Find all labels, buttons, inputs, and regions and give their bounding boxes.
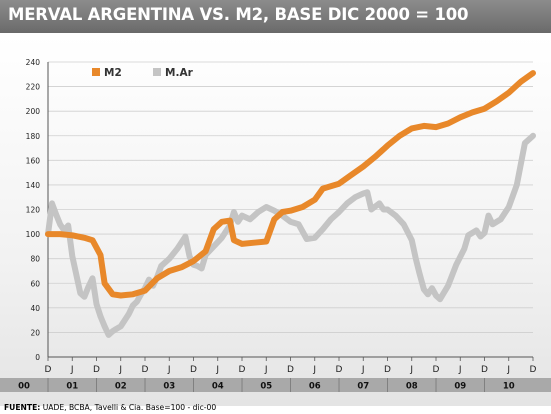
x-tick-label: J — [264, 365, 268, 375]
y-tick-label: 220 — [26, 83, 41, 92]
x-axis: DJDJDJDJDJDJDJDJDJDJDJ000102030405060708… — [0, 357, 551, 392]
series-line-m-ar — [45, 132, 536, 338]
year-label: 09 — [454, 382, 466, 392]
y-tick-label: 40 — [30, 304, 40, 313]
y-tick-label: 60 — [30, 279, 40, 288]
year-label: 08 — [406, 382, 418, 392]
series-layer — [45, 70, 536, 338]
y-tick-label: 120 — [26, 206, 41, 215]
y-tick-label: 160 — [26, 156, 41, 165]
year-label: 10 — [503, 382, 515, 392]
y-tick-label: 140 — [26, 181, 41, 190]
year-label: 07 — [357, 382, 369, 392]
legend-label-m2: M2 — [104, 67, 122, 79]
year-label: 05 — [260, 382, 272, 392]
x-tick-label: D — [142, 365, 149, 375]
x-tick-label: J — [458, 365, 462, 375]
x-tick-label: J — [506, 365, 510, 375]
x-tick-label: J — [70, 365, 74, 375]
series-line-m2 — [45, 70, 536, 299]
year-label: 01 — [66, 382, 78, 392]
x-tick-label: J — [118, 365, 122, 375]
title-banner: MERVAL ARGENTINA VS. M2, BASE DIC 2000 =… — [0, 0, 551, 33]
y-tick-label: 0 — [35, 353, 40, 362]
x-tick-label: D — [190, 365, 197, 375]
y-tick-label: 100 — [26, 230, 41, 239]
chart-title: MERVAL ARGENTINA VS. M2, BASE DIC 2000 =… — [8, 5, 469, 24]
y-tick-label: 180 — [26, 132, 41, 141]
legend-label-m-ar: M.Ar — [165, 67, 194, 79]
year-band — [0, 378, 551, 392]
y-tick-label: 20 — [30, 328, 40, 337]
x-tick-label: J — [361, 365, 365, 375]
year-label: 03 — [163, 382, 175, 392]
source-note: FUENTE: UADE, BCBA, Tavelli & Cia. Base=… — [4, 403, 216, 412]
legend-swatch-m-ar — [153, 68, 161, 76]
x-tick-label: J — [215, 365, 219, 375]
x-tick-label: D — [93, 365, 100, 375]
year-label: 06 — [309, 382, 321, 392]
x-tick-label: D — [384, 365, 391, 375]
x-tick-label: J — [312, 365, 316, 375]
x-tick-label: D — [336, 365, 343, 375]
y-tick-label: 80 — [30, 255, 40, 264]
legend: M2 M.Ar — [92, 67, 194, 79]
grid-layer — [48, 61, 533, 358]
legend-swatch-m2 — [92, 68, 100, 76]
y-tick-label: 240 — [26, 58, 41, 67]
year-label: 02 — [115, 382, 127, 392]
x-tick-label: J — [409, 365, 413, 375]
source-text: UADE, BCBA, Tavelli & Cia. Base=100 - di… — [42, 403, 217, 412]
year-label: 04 — [212, 382, 224, 392]
x-tick-label: D — [287, 365, 294, 375]
x-tick-label: D — [45, 365, 52, 375]
source-label: FUENTE: — [4, 403, 41, 412]
x-tick-label: J — [167, 365, 171, 375]
x-tick-label: D — [433, 365, 440, 375]
y-tick-label: 200 — [26, 107, 41, 116]
x-tick-label: D — [481, 365, 488, 375]
year-label: 00 — [18, 382, 30, 392]
x-tick-label: D — [530, 365, 537, 375]
x-tick-label: D — [239, 365, 246, 375]
